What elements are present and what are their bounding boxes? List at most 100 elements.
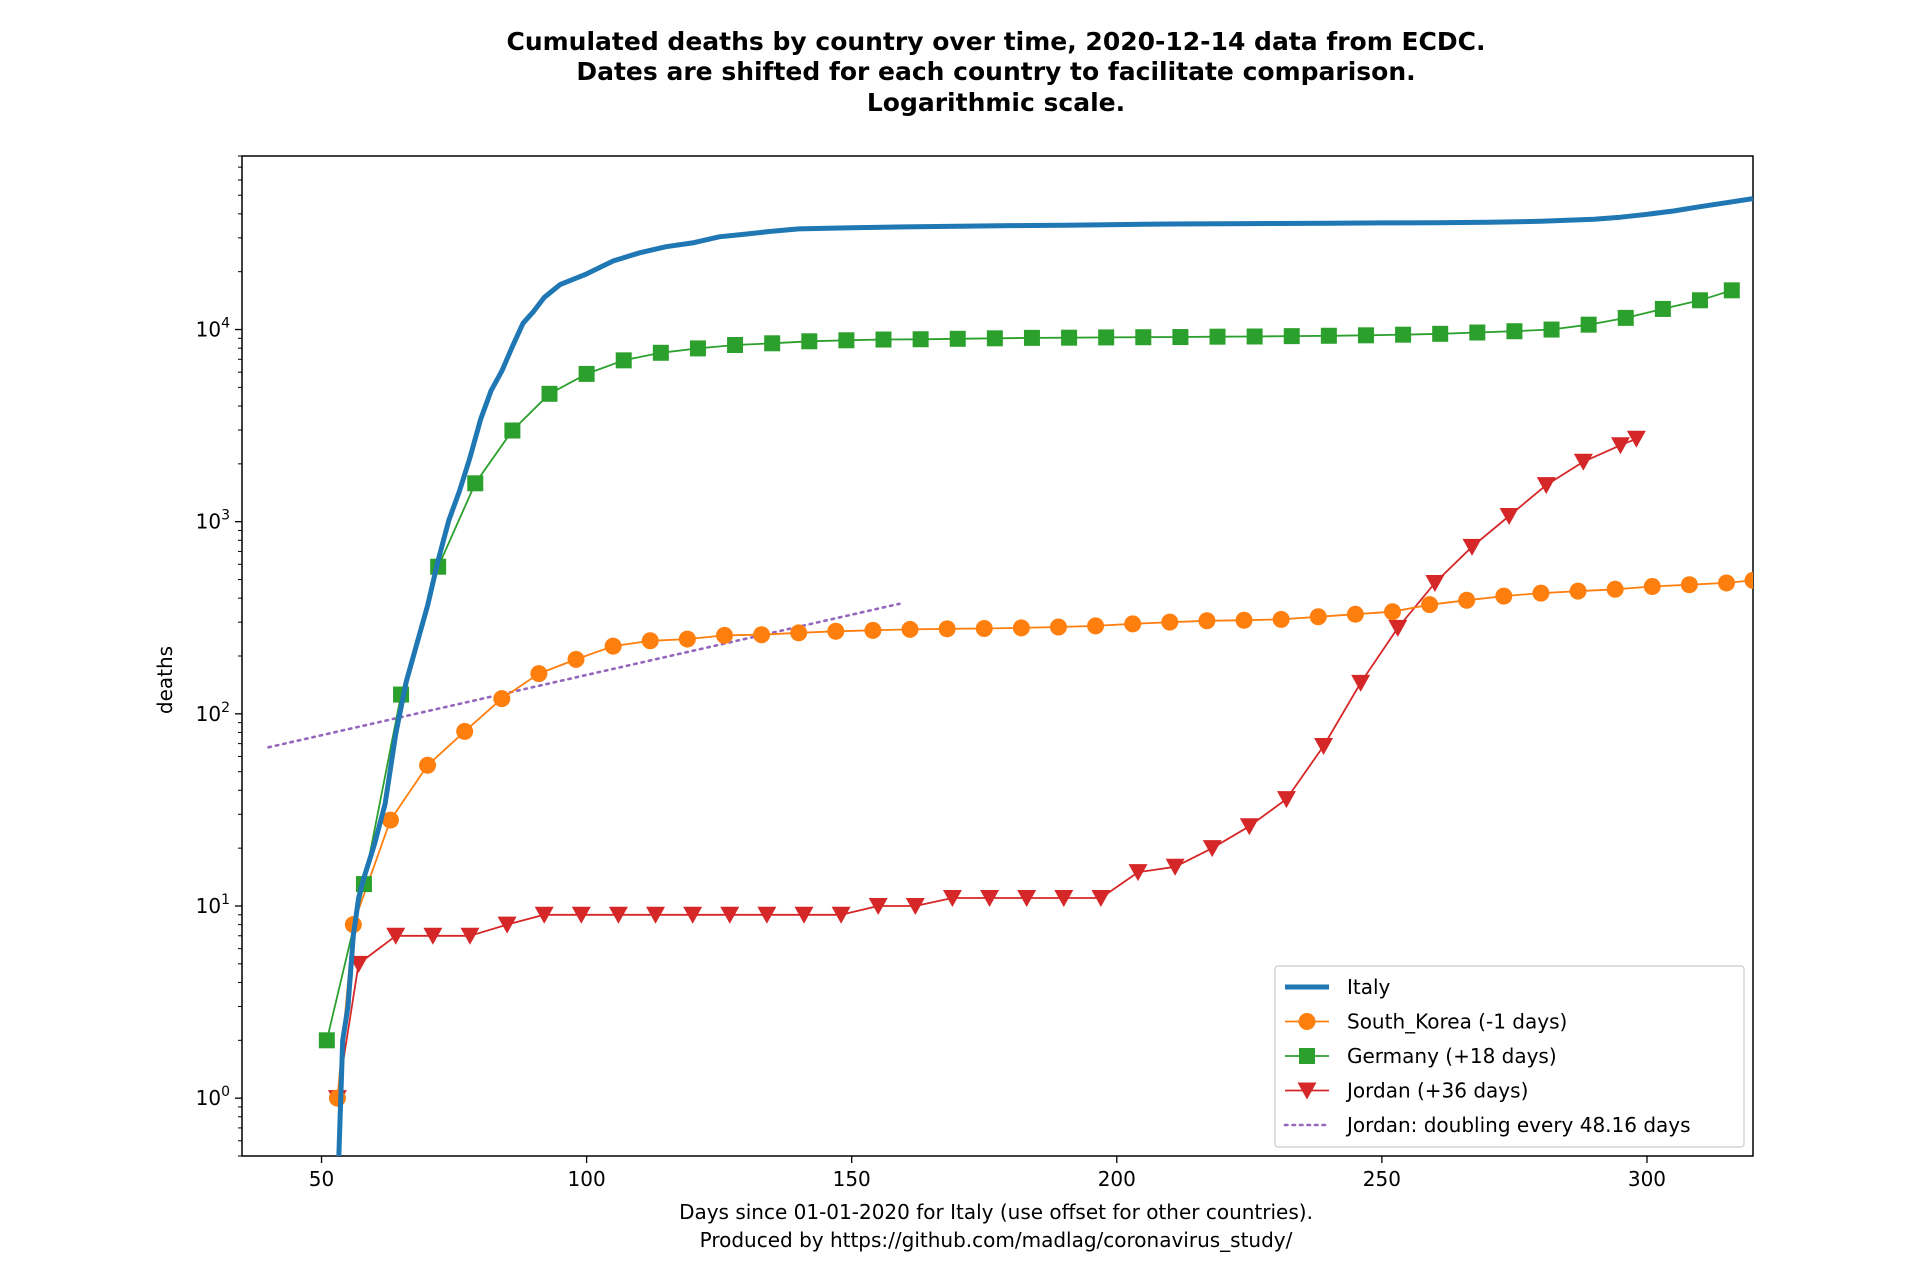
data-point bbox=[381, 811, 399, 829]
data-point bbox=[678, 630, 696, 648]
data-point bbox=[912, 331, 929, 348]
data-point bbox=[1091, 890, 1111, 908]
data-point bbox=[1198, 612, 1216, 630]
data-point bbox=[1124, 615, 1142, 633]
y-tick-label-exponent: 3 bbox=[221, 508, 230, 524]
data-point bbox=[1506, 323, 1523, 340]
data-point bbox=[1388, 619, 1408, 637]
data-point bbox=[905, 898, 925, 915]
data-point bbox=[1357, 327, 1374, 344]
x-tick-label: 300 bbox=[1628, 1167, 1666, 1191]
data-point bbox=[1276, 791, 1296, 809]
data-point bbox=[838, 332, 855, 349]
data-point bbox=[790, 624, 808, 642]
data-point bbox=[1421, 596, 1439, 614]
data-point bbox=[641, 632, 659, 650]
x-tick-label: 50 bbox=[309, 1167, 334, 1191]
series-jordan-doubling-every-48-16-days bbox=[267, 602, 901, 749]
data-point bbox=[423, 927, 443, 945]
y-tick-label: 102 bbox=[196, 700, 230, 726]
data-point bbox=[801, 333, 818, 350]
data-point bbox=[1017, 890, 1037, 908]
data-point bbox=[1309, 608, 1327, 626]
data-point bbox=[504, 422, 521, 439]
y-tick-label: 101 bbox=[196, 892, 230, 918]
data-point bbox=[1314, 738, 1334, 756]
y-tick-label-exponent: 4 bbox=[221, 316, 230, 332]
data-point bbox=[827, 622, 845, 640]
data-point bbox=[497, 916, 517, 934]
legend-marker bbox=[1299, 1048, 1315, 1064]
x-tick-label: 150 bbox=[833, 1167, 871, 1191]
y-tick-label: 103 bbox=[196, 508, 230, 534]
y-tick-label-exponent: 1 bbox=[221, 892, 230, 908]
data-point bbox=[1061, 329, 1078, 346]
data-point bbox=[1049, 618, 1067, 636]
y-tick-label-base: 10 bbox=[196, 1086, 221, 1110]
data-point bbox=[794, 906, 814, 924]
data-point bbox=[1643, 577, 1661, 595]
data-point bbox=[1723, 282, 1740, 299]
legend-label: Italy bbox=[1347, 975, 1391, 999]
legend-item-jordan-doubling-every-48-16-days: Jordan: doubling every 48.16 days bbox=[1283, 1113, 1691, 1137]
data-point bbox=[567, 650, 585, 668]
data-point bbox=[715, 626, 733, 644]
data-point bbox=[1432, 325, 1449, 342]
plot-area: 50 100 150 200 250 300 100 101 102 103 104 bbox=[196, 155, 1754, 1191]
legend-marker bbox=[1297, 1082, 1317, 1100]
x-tick-label: 100 bbox=[568, 1167, 606, 1191]
x-tick-label: 200 bbox=[1098, 1167, 1136, 1191]
data-point bbox=[541, 385, 558, 402]
data-point bbox=[1395, 326, 1412, 343]
data-point bbox=[720, 906, 740, 924]
y-tick-label-exponent: 0 bbox=[221, 1084, 230, 1100]
data-point bbox=[578, 365, 595, 382]
data-point bbox=[1717, 574, 1735, 592]
data-point bbox=[986, 330, 1003, 347]
data-point bbox=[1536, 477, 1556, 495]
x-axis-label-line-1: Days since 01-01-2020 for Italy (use off… bbox=[679, 1200, 1313, 1224]
data-point bbox=[1610, 437, 1630, 455]
data-point bbox=[530, 665, 548, 683]
series-layer bbox=[267, 196, 1753, 1156]
legend-box bbox=[1274, 965, 1745, 1148]
data-point bbox=[493, 690, 511, 708]
data-point bbox=[386, 927, 406, 945]
data-point bbox=[1626, 430, 1646, 448]
data-point bbox=[615, 352, 632, 369]
y-axis-label: deaths bbox=[153, 646, 177, 714]
data-point bbox=[1346, 605, 1364, 623]
series-line bbox=[336, 579, 1753, 1099]
legend-item-jordan-36-days: Jordan (+36 days) bbox=[1285, 1079, 1528, 1103]
data-point bbox=[938, 620, 956, 638]
chart-title-line-3: Logarithmic scale. bbox=[867, 88, 1125, 117]
data-point bbox=[864, 621, 882, 639]
data-point bbox=[975, 620, 993, 638]
data-point bbox=[1272, 610, 1290, 628]
chart-title: Cumulated deaths by country over time, 2… bbox=[506, 27, 1485, 117]
x-tick-label: 250 bbox=[1363, 1167, 1401, 1191]
data-point bbox=[1617, 309, 1634, 326]
chart-title-line-1: Cumulated deaths by country over time, 2… bbox=[506, 27, 1485, 56]
data-point bbox=[1425, 574, 1445, 592]
legend-label: Jordan: doubling every 48.16 days bbox=[1345, 1113, 1691, 1137]
series-line bbox=[336, 196, 1753, 1156]
data-point bbox=[460, 927, 480, 945]
data-point bbox=[1499, 508, 1519, 526]
data-point bbox=[534, 906, 554, 924]
series-germany-18-days bbox=[318, 282, 1740, 1049]
x-axis-label-line-2: Produced by https://github.com/madlag/co… bbox=[700, 1228, 1293, 1252]
data-point bbox=[1239, 818, 1259, 836]
data-point bbox=[1023, 329, 1040, 346]
y-axis: 100 101 102 103 104 bbox=[196, 155, 242, 1157]
data-point bbox=[1495, 587, 1513, 605]
y-tick-label: 104 bbox=[196, 316, 230, 342]
data-point bbox=[419, 756, 437, 774]
data-point bbox=[901, 620, 919, 638]
data-point bbox=[757, 906, 777, 924]
legend-item-germany-18-days: Germany (+18 days) bbox=[1285, 1044, 1557, 1068]
data-point bbox=[467, 475, 484, 492]
data-point bbox=[1161, 613, 1179, 631]
data-point bbox=[1580, 316, 1597, 333]
